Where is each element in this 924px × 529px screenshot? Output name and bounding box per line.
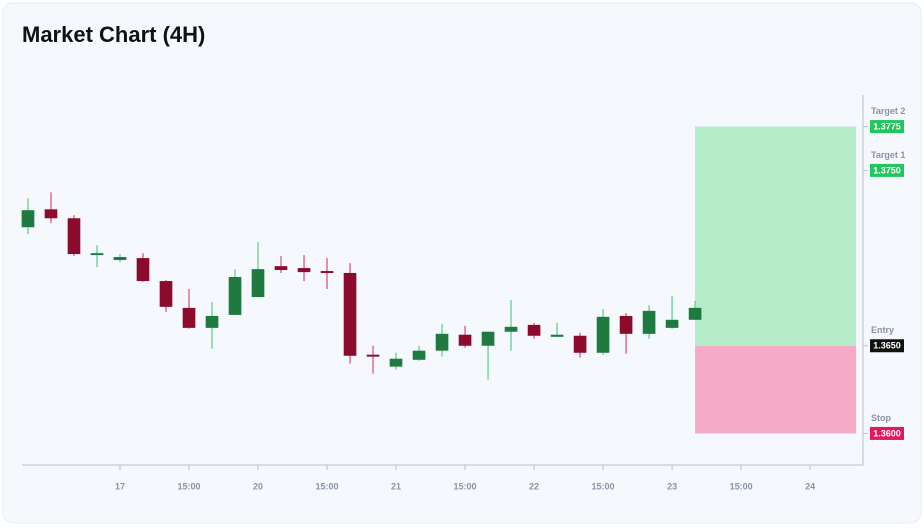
candle-body [251,269,265,298]
x-tick-label: 15:00 [454,481,477,491]
x-tick-label: 22 [529,481,539,491]
level-name: Stop [871,413,891,423]
level-label: 1.3750 [873,165,901,175]
candle-body [44,209,58,219]
candle-body [389,358,403,367]
candle-body [504,326,518,332]
chart-title: Market Chart (4H) [22,22,205,47]
level-label: 1.3775 [873,121,901,131]
candle-body [688,307,702,320]
level-badge [870,120,904,134]
x-tick-label: 15:00 [177,481,200,491]
candle-body [343,272,357,356]
level-badge [870,426,904,440]
candle-body [573,335,587,353]
candle-body [366,354,380,357]
x-tick-label: 15:00 [592,481,615,491]
x-tick-label: 15:00 [730,481,753,491]
x-tick-label: 24 [805,481,815,491]
candle-body [596,316,610,353]
candle-body [527,324,541,336]
candle-body [550,334,564,337]
level-badge [870,163,904,177]
candle-body [642,310,656,334]
candle-body [619,315,633,334]
candle-body [458,334,472,346]
candle-body [435,333,449,351]
level-name: Target 1 [871,150,905,160]
candle-body [205,315,219,328]
candle-body [274,266,288,271]
candle-body [481,331,495,346]
x-tick-label: 17 [115,481,125,491]
candle-body [90,253,104,256]
candle-body [182,307,196,328]
x-tick-label: 20 [253,481,263,491]
candle-body [67,218,81,255]
candle-body [228,277,242,315]
loss-zone [695,345,857,434]
candle-body [320,271,334,273]
level-label: 1.3650 [873,341,901,351]
x-tick-label: 23 [667,481,677,491]
x-tick-label: 15:00 [316,481,339,491]
level-name: Entry [871,325,894,335]
candle-body [412,350,426,360]
candle-body [136,258,150,282]
x-tick-label: 21 [391,481,401,491]
level-label: 1.3600 [873,428,901,438]
candle-body [297,268,311,273]
profit-zone [695,126,857,346]
candle-body [113,257,127,261]
candle-body [159,281,173,307]
candle-body [21,210,35,228]
level-badge [870,339,904,353]
level-name: Target 2 [871,106,905,116]
candle-body [665,319,679,328]
